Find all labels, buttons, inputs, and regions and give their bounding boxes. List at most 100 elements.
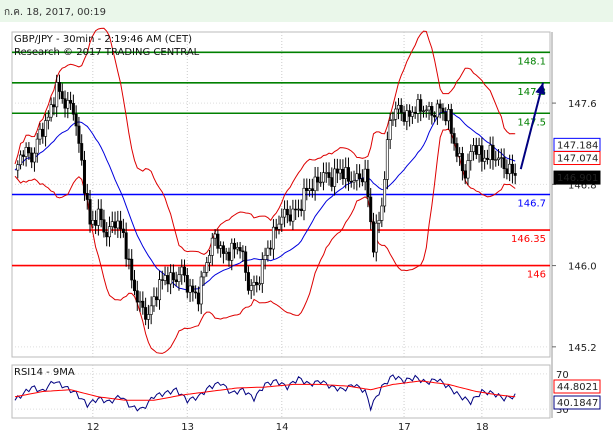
candle-body bbox=[458, 153, 462, 157]
candle-body bbox=[188, 285, 192, 293]
candle-body bbox=[402, 112, 406, 122]
candle-body bbox=[169, 272, 173, 285]
candle-body bbox=[505, 168, 509, 175]
candle-body bbox=[158, 279, 162, 301]
candle-body bbox=[427, 106, 431, 111]
candle-body bbox=[21, 154, 25, 157]
chart-subtitle: Research © 2017 TRADING CENTRAL bbox=[14, 47, 200, 58]
candle-body bbox=[252, 281, 256, 286]
candle-body bbox=[469, 151, 473, 161]
candle-body bbox=[271, 226, 275, 250]
candle-body bbox=[107, 226, 111, 238]
candle-body bbox=[333, 168, 337, 187]
candle-body bbox=[141, 300, 145, 308]
chart-title: GBP/JPY - 30min - 2:19:46 AM (CET) bbox=[14, 34, 192, 45]
candle-body bbox=[463, 170, 467, 179]
x-tick-label: 13 bbox=[181, 422, 194, 433]
candle-body bbox=[32, 152, 36, 163]
candle-body bbox=[491, 144, 495, 161]
rsi-tag-box bbox=[553, 379, 601, 394]
candle-body bbox=[466, 160, 470, 179]
candle-body bbox=[224, 251, 228, 254]
rsi-tag-label: 40.1847 bbox=[557, 398, 598, 409]
price-tag-label: 147.184 bbox=[557, 140, 598, 151]
candle-body bbox=[130, 258, 134, 281]
candle-body bbox=[55, 82, 59, 108]
price-level-label: 146.7 bbox=[517, 199, 546, 210]
candle-body bbox=[160, 279, 164, 281]
candle-body bbox=[513, 173, 517, 176]
candle-body bbox=[416, 99, 420, 114]
candle-body bbox=[472, 145, 476, 152]
candle-body bbox=[296, 208, 300, 211]
candle-body bbox=[110, 221, 114, 227]
candle-body bbox=[88, 199, 92, 225]
candle-body bbox=[410, 111, 414, 117]
candle-body bbox=[422, 110, 426, 112]
candle-body bbox=[383, 179, 387, 207]
candle-body bbox=[405, 110, 409, 122]
x-tick-label: 17 bbox=[398, 422, 411, 433]
candle-body bbox=[227, 251, 231, 261]
candle-body bbox=[269, 247, 273, 250]
candle-body bbox=[502, 157, 506, 170]
candle-body bbox=[358, 173, 362, 179]
candle-body bbox=[185, 274, 189, 293]
candle-body bbox=[19, 154, 23, 165]
candle-body bbox=[455, 143, 459, 157]
candle-body bbox=[263, 254, 267, 260]
candle-body bbox=[374, 222, 378, 253]
candle-body bbox=[291, 208, 295, 222]
candle-body bbox=[497, 157, 501, 160]
candle-body bbox=[166, 275, 170, 285]
price-tag-label: 146.901 bbox=[557, 173, 598, 184]
candle-body bbox=[396, 104, 400, 110]
candle-body bbox=[480, 145, 484, 162]
candle-body bbox=[230, 242, 234, 261]
candle-body bbox=[191, 285, 195, 293]
x-tick-label: 14 bbox=[276, 422, 289, 433]
candle-body bbox=[288, 214, 292, 222]
candle-body bbox=[49, 104, 53, 118]
candle-body bbox=[274, 226, 278, 230]
candle-body bbox=[205, 262, 209, 273]
price-level-label: 146 bbox=[527, 270, 546, 281]
candle-body bbox=[105, 231, 109, 238]
candle-body bbox=[280, 216, 284, 225]
candle-body bbox=[24, 147, 28, 157]
candle-body bbox=[327, 172, 331, 178]
candle-body bbox=[96, 208, 100, 226]
candle-body bbox=[391, 118, 395, 121]
candle-body bbox=[321, 172, 325, 183]
candle-body bbox=[80, 143, 84, 161]
candle-body bbox=[394, 108, 398, 120]
candle-body bbox=[260, 259, 264, 284]
forecast-arrow-head bbox=[535, 82, 546, 95]
candle-body bbox=[424, 109, 428, 112]
candle-body bbox=[313, 176, 317, 191]
candle-body bbox=[246, 272, 250, 291]
candle-body bbox=[319, 181, 323, 184]
candle-body bbox=[121, 228, 125, 233]
x-tick-label: 12 bbox=[87, 422, 100, 433]
candle-body bbox=[241, 250, 245, 253]
candle-body bbox=[255, 281, 259, 286]
price-level-label: 146.35 bbox=[511, 234, 546, 245]
rsi-title: RSI14 - 9MA bbox=[14, 367, 75, 378]
candle-body bbox=[483, 157, 487, 162]
candle-body bbox=[163, 275, 167, 281]
candle-body bbox=[510, 163, 514, 174]
candle-body bbox=[116, 220, 120, 229]
candle-body bbox=[71, 103, 75, 115]
candle-body bbox=[449, 109, 453, 134]
candle-body bbox=[408, 110, 412, 117]
candle-body bbox=[202, 272, 206, 278]
candle-body bbox=[152, 296, 156, 307]
candle-body bbox=[338, 168, 342, 174]
price-level-label: 147.8 bbox=[517, 87, 546, 98]
price-tag-box bbox=[553, 151, 601, 166]
candle-body bbox=[430, 106, 434, 116]
candle-body bbox=[380, 205, 384, 221]
candle-body bbox=[308, 188, 312, 191]
